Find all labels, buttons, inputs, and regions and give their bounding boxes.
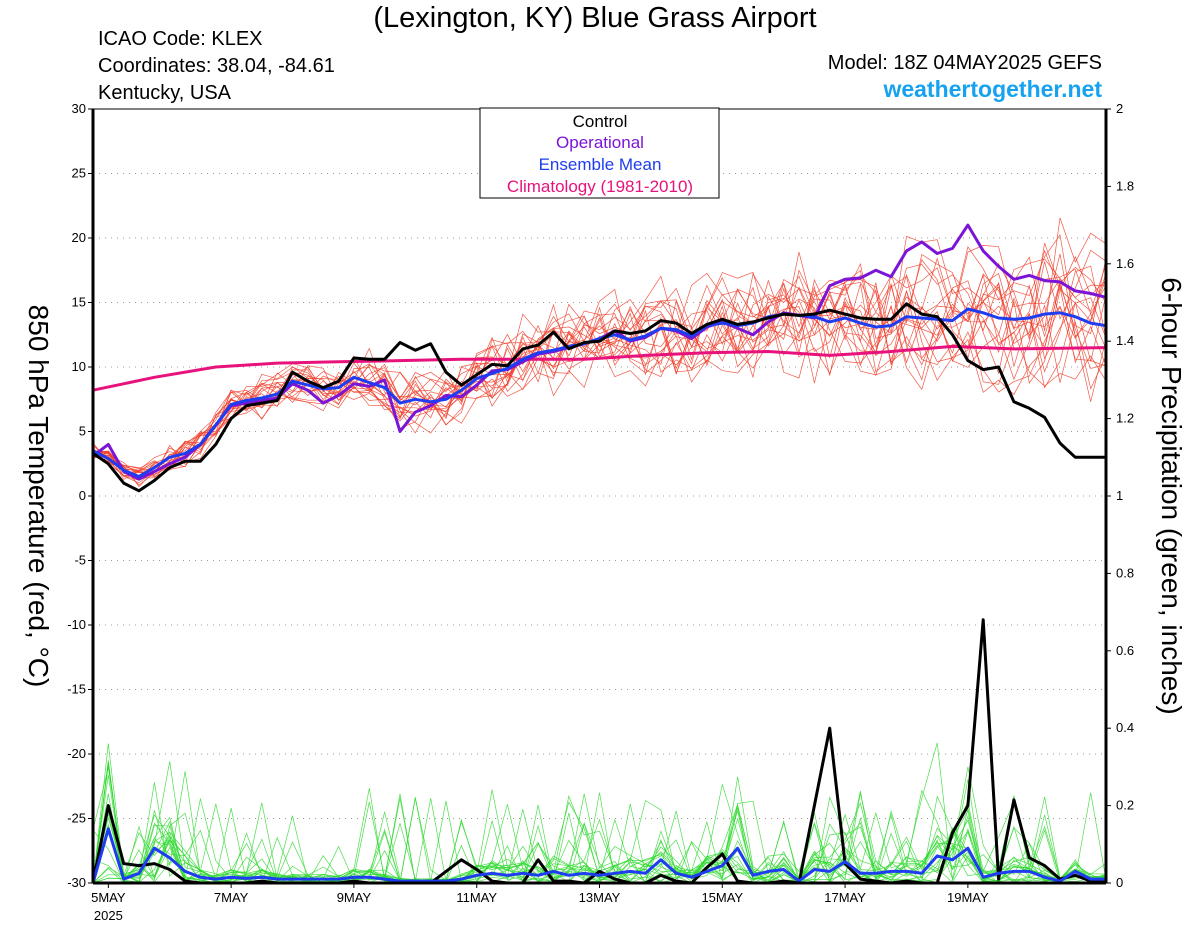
temperature-member-line — [92, 249, 1107, 477]
y-tick-label: 25 — [72, 166, 86, 181]
y-tick-label: -20 — [67, 746, 86, 761]
x-tick-label: 19MAY — [947, 890, 989, 905]
x-tick-year: 2025 — [94, 908, 123, 923]
y-tick-label: 10 — [72, 359, 86, 374]
temperature-member-line — [92, 249, 1107, 470]
precip-member-line — [92, 743, 1107, 884]
temperature-member-line — [92, 265, 1107, 488]
precip-member-lines — [92, 742, 1107, 884]
y-tick-label: 20 — [72, 230, 86, 245]
precip-member-line — [92, 794, 1107, 884]
y-axis-title: 850 hPa Temperature (red, °C) — [23, 305, 54, 688]
legend-climatology: Climatology (1981-2010) — [507, 177, 693, 196]
temperature-member-line — [92, 235, 1107, 473]
x-tick-label: 9MAY — [337, 890, 372, 905]
y-tick-label: -15 — [67, 682, 86, 697]
y2-tick-label: 0 — [1116, 875, 1123, 890]
y2-tick-label: 0.2 — [1116, 798, 1134, 813]
y2-tick-label: 1.4 — [1116, 333, 1134, 348]
y2-tick-label: 0.6 — [1116, 643, 1134, 658]
y-tick-label: 30 — [72, 101, 86, 116]
temperature-ensemble-mean-line — [92, 307, 1107, 479]
temperature-member-line — [92, 259, 1107, 486]
precip-member-line — [92, 789, 1107, 884]
y2-tick-label: 1.6 — [1116, 256, 1134, 271]
legend-ensemble-mean: Ensemble Mean — [539, 155, 662, 174]
temperature-member-line — [92, 258, 1107, 471]
legend-control: Control — [573, 112, 628, 131]
temperature-climatology-line — [92, 344, 1107, 392]
y2-tick-label: 1.2 — [1116, 411, 1134, 426]
region: Kentucky, USA — [98, 82, 232, 104]
temperature-member-line — [92, 245, 1107, 473]
y-tick-label: 15 — [72, 295, 86, 310]
temperature-member-line — [92, 262, 1107, 473]
precip-member-line — [92, 798, 1107, 884]
y2-axis-title: 6-hour Precipitation (green, inches) — [1156, 277, 1187, 714]
precip-member-line — [92, 764, 1107, 884]
y2-tick-label: 1 — [1116, 488, 1123, 503]
grid-lines — [93, 173, 1106, 819]
x-tick-label: 17MAY — [824, 890, 866, 905]
y-tick-label: -30 — [67, 875, 86, 890]
axes — [91, 108, 1108, 885]
y2-tick-label: 0.4 — [1116, 720, 1134, 735]
y2-tick-labels: 2 1.8 1.6 1.4 1.2 1 0.8 0.6 0.4 0.2 0 — [1106, 101, 1134, 890]
chart-title: (Lexington, KY) Blue Grass Airport — [373, 2, 817, 34]
x-tick-labels: 5MAY 2025 7MAY 9MAY 11MAY 13MAY 15MAY 17MAY 19MA… — [91, 883, 989, 923]
x-tick-label: 15MAY — [701, 890, 743, 905]
temperature-member-line — [92, 253, 1107, 476]
temperature-member-line — [92, 253, 1107, 484]
precip-member-line — [92, 762, 1107, 884]
y-tick-labels: 30 25 20 15 10 5 0 -5 -10 -15 -20 -25 -30 — [67, 101, 93, 890]
y-tick-label: -10 — [67, 617, 86, 632]
x-tick-label: 11MAY — [456, 890, 497, 905]
site-link[interactable]: weathertogether.net — [883, 76, 1102, 102]
y-tick-label: -5 — [74, 553, 86, 568]
y2-tick-label: 0.8 — [1116, 565, 1134, 580]
y2-tick-label: 2 — [1116, 101, 1123, 116]
temperature-control-line — [92, 302, 1106, 493]
y-tick-label: -25 — [67, 811, 86, 826]
temperature-member-line — [92, 266, 1107, 476]
plot-frame — [92, 108, 1107, 884]
legend-operational: Operational — [556, 133, 644, 152]
x-tick-label: 13MAY — [579, 890, 621, 905]
precip-member-line — [92, 760, 1107, 884]
x-tick-label: 7MAY — [214, 890, 249, 905]
y-tick-label: 0 — [79, 488, 86, 503]
legend: Control Operational Ensemble Mean Climat… — [479, 107, 720, 199]
x-tick-label: 5MAY — [91, 890, 126, 905]
temperature-member-lines — [92, 217, 1107, 488]
y2-tick-label: 1.8 — [1116, 178, 1134, 193]
precip-member-line — [92, 742, 1107, 884]
temperature-member-line — [92, 264, 1107, 477]
precip-ensemble-mean-line — [91, 827, 1106, 884]
coordinates: Coordinates: 38.04, -84.61 — [98, 55, 335, 77]
y-tick-label: 5 — [79, 424, 86, 439]
main-series-lines — [91, 223, 1107, 885]
model-run: Model: 18Z 04MAY2025 GEFS — [827, 52, 1102, 74]
icao-code: ICAO Code: KLEX — [98, 28, 263, 50]
